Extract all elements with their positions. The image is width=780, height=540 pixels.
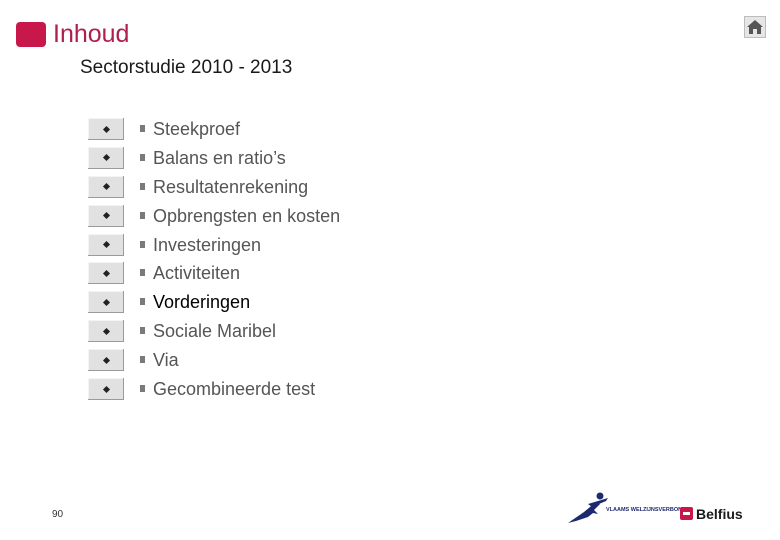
- agenda-row: Gecombineerde test: [87, 375, 487, 404]
- diamond-icon: [102, 125, 110, 133]
- agenda-item-label[interactable]: Investeringen: [153, 234, 262, 255]
- bullet-icon: [140, 125, 145, 132]
- diamond-icon: [102, 241, 110, 249]
- nav-button[interactable]: [87, 319, 125, 344]
- belfius-logo: Belfius: [680, 505, 750, 525]
- agenda-item-label[interactable]: Gecombineerde test: [153, 379, 316, 400]
- home-icon: [747, 20, 763, 34]
- home-button[interactable]: [744, 16, 766, 38]
- agenda-row: Activiteiten: [87, 259, 487, 288]
- bullet-icon: [140, 153, 145, 161]
- belfius-name: Belfius: [696, 506, 743, 522]
- bullet-icon: [140, 269, 145, 277]
- bullet-icon: [140, 298, 145, 306]
- agenda-row: Opbrengsten en kosten: [87, 202, 487, 231]
- agenda-row: Investeringen: [87, 231, 487, 260]
- bullet-icon: [140, 385, 145, 393]
- diamond-icon: [102, 356, 110, 364]
- agenda-item-label[interactable]: Balans en ratio’s: [153, 147, 286, 168]
- agenda-row: Resultatenrekening: [87, 173, 487, 202]
- nav-button[interactable]: [87, 145, 125, 170]
- diamond-icon: [102, 298, 110, 306]
- nav-button[interactable]: [87, 261, 125, 286]
- bullet-icon: [140, 327, 145, 335]
- diamond-icon: [102, 212, 110, 220]
- bullet-icon: [140, 211, 145, 219]
- vwv-figure-icon: [568, 492, 608, 523]
- agenda-row: Vorderingen: [87, 288, 487, 317]
- diamond-icon: [102, 269, 110, 277]
- agenda-row: Steekproef: [87, 115, 487, 144]
- bullet-icon: [140, 182, 145, 190]
- agenda-item-label[interactable]: Resultatenrekening: [153, 176, 309, 197]
- page-title: Inhoud: [53, 20, 130, 48]
- diamond-icon: [102, 327, 110, 335]
- agenda-row: Balans en ratio’s: [87, 144, 487, 173]
- subtitle: Sectorstudie 2010 - 2013: [80, 57, 293, 78]
- belfius-mark-icon: [680, 507, 693, 520]
- agenda-item-label[interactable]: Sociale Maribel: [153, 321, 277, 342]
- nav-button[interactable]: [87, 232, 125, 257]
- agenda-item-label[interactable]: Activiteiten: [153, 263, 241, 284]
- diamond-icon: [102, 154, 110, 162]
- nav-button[interactable]: [87, 203, 125, 228]
- agenda-list: Steekproef Balans en ratio’s Resultatenrek…: [87, 115, 487, 404]
- diamond-icon: [102, 183, 110, 191]
- page-number: 90: [52, 509, 64, 520]
- diamond-icon: [102, 385, 110, 393]
- vwv-logo-text: VLAAMS WELZIJNSVERBOND: [606, 507, 687, 513]
- title-marker: [16, 22, 46, 47]
- agenda-row: Via: [87, 346, 487, 375]
- nav-button[interactable]: [87, 174, 125, 199]
- agenda-item-label[interactable]: Via: [153, 350, 179, 371]
- agenda-item-label[interactable]: Opbrengsten en kosten: [153, 205, 341, 226]
- agenda-item-label[interactable]: Vorderingen: [153, 292, 251, 313]
- nav-button[interactable]: [87, 348, 125, 373]
- agenda-item-label[interactable]: Steekproef: [153, 119, 241, 139]
- nav-button[interactable]: [87, 117, 125, 141]
- bullet-icon: [140, 356, 145, 364]
- nav-button[interactable]: [87, 377, 125, 402]
- nav-button[interactable]: [87, 290, 125, 315]
- agenda-row: Sociale Maribel: [87, 317, 487, 346]
- vlaams-welzijnsverbond-logo: VLAAMS WELZIJNSVERBOND: [566, 490, 686, 526]
- bullet-icon: [140, 240, 145, 248]
